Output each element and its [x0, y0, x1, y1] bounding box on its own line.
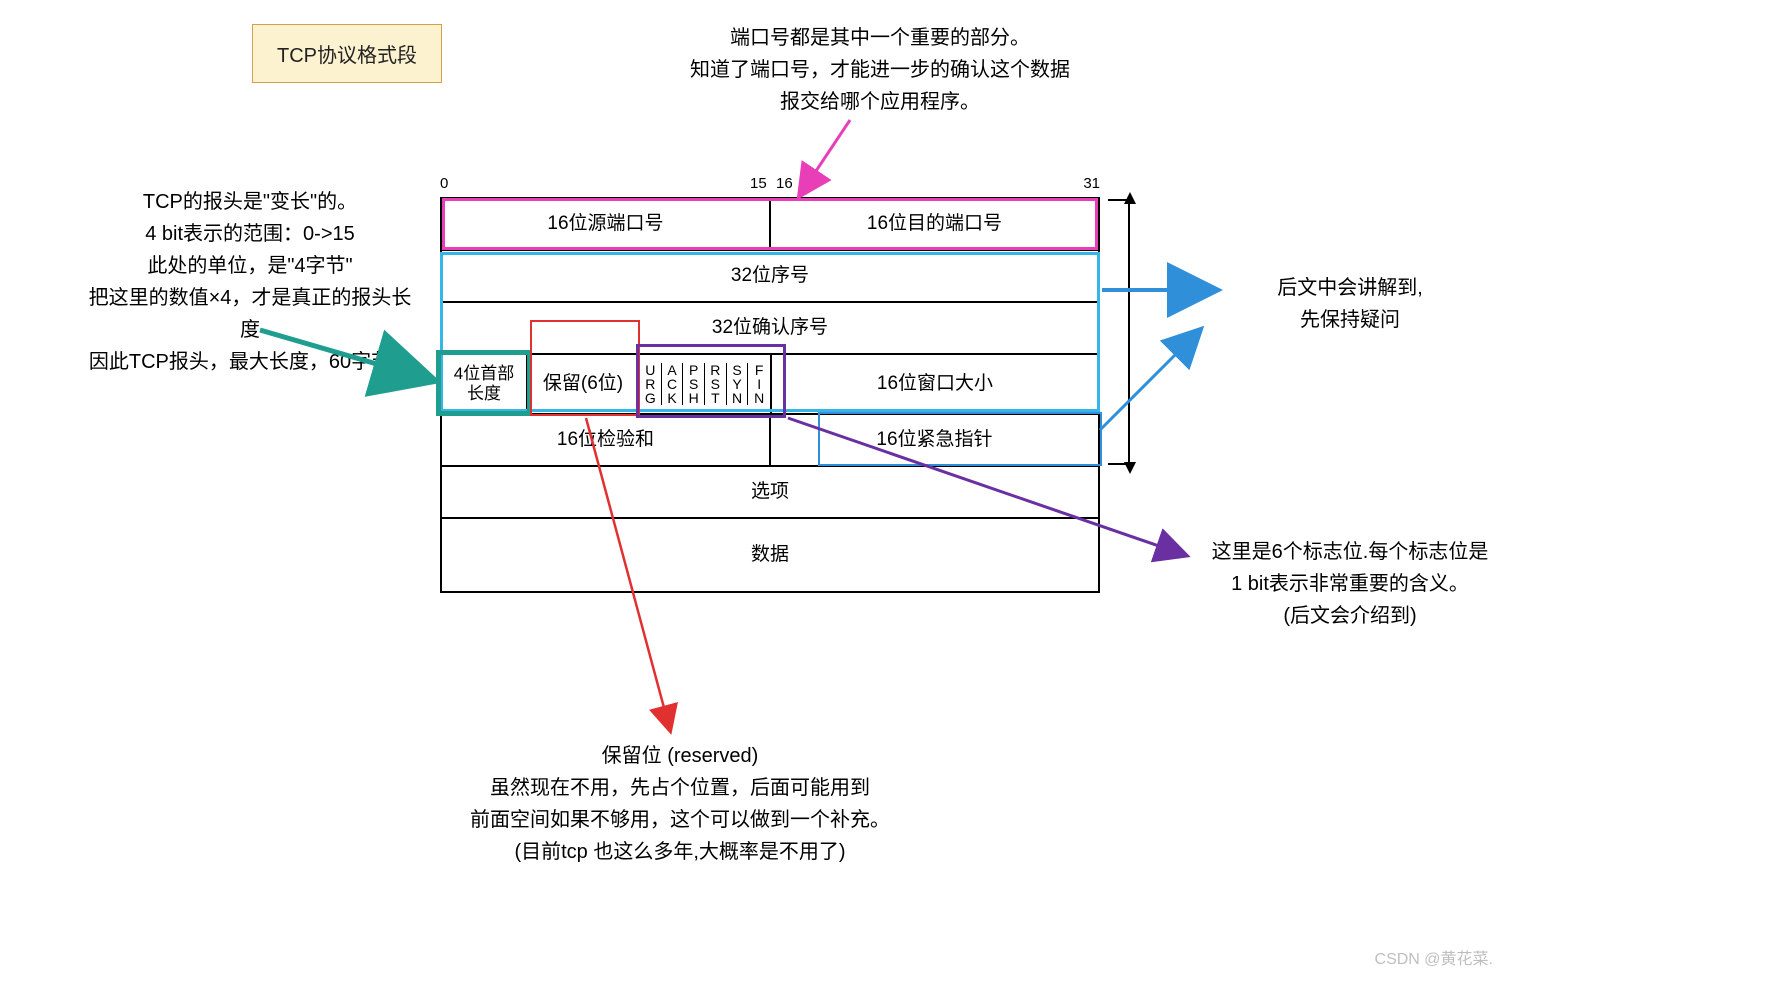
- cell-dst-port: 16位目的端口号: [771, 199, 1098, 249]
- packet-grid: 16位源端口号 16位目的端口号 32位序号 32位确认序号 4位首部长度 保留…: [440, 197, 1100, 593]
- cell-checksum: 16位检验和: [442, 415, 771, 465]
- ruler-16: 16: [776, 175, 793, 192]
- row-flags: 4位首部长度 保留(6位) URG ACK PSH RST SYN FIN 16…: [442, 355, 1098, 415]
- ruler-15: 15: [750, 175, 767, 192]
- cell-ack: 32位确认序号: [442, 303, 1098, 353]
- cell-reserved: 保留(6位): [528, 355, 640, 413]
- watermark: CSDN @黄花菜.: [1375, 945, 1493, 969]
- cell-window: 16位窗口大小: [772, 355, 1098, 413]
- cell-flags: URG ACK PSH RST SYN FIN: [640, 355, 772, 413]
- flag-rst: RST: [705, 363, 727, 405]
- flag-psh: PSH: [683, 363, 705, 405]
- note-top: 端口号都是其中一个重要的部分。知道了端口号，才能进一步的确认这个数据报交给哪个应…: [620, 22, 1140, 118]
- title-text: TCP协议格式段: [277, 45, 417, 67]
- row-check: 16位检验和 16位紧急指针: [442, 415, 1098, 467]
- ruler-31: 31: [1083, 175, 1100, 192]
- row-data: 数据: [442, 519, 1098, 591]
- bracket-arrow-top: [1124, 192, 1136, 204]
- ruler-0: 0: [440, 175, 448, 192]
- cell-options: 选项: [442, 467, 1098, 517]
- note-right-seq: 后文中会讲解到,先保持疑问: [1220, 272, 1480, 336]
- flag-syn: SYN: [727, 363, 749, 405]
- note-right-flags: 这里是6个标志位.每个标志位是1 bit表示非常重要的含义。(后文会介绍到): [1190, 536, 1510, 632]
- note-bottom: 保留位 (reserved)虽然现在不用，先占个位置，后面可能用到前面空间如果不…: [400, 740, 960, 868]
- flag-fin: FIN: [748, 363, 770, 405]
- row-seq: 32位序号: [442, 251, 1098, 303]
- header-bracket: [1108, 199, 1130, 465]
- title-box: TCP协议格式段: [252, 24, 442, 83]
- tcp-header-diagram: 0 15 16 31 16位源端口号 16位目的端口号 32位序号 32位确认序…: [440, 175, 1100, 593]
- note-left: TCP的报头是"变长"的。4 bit表示的范围：0->15此处的单位，是"4字节…: [80, 186, 420, 378]
- row-ports: 16位源端口号 16位目的端口号: [442, 199, 1098, 251]
- row-ack: 32位确认序号: [442, 303, 1098, 355]
- cell-hlen: 4位首部长度: [442, 355, 528, 413]
- cell-src-port: 16位源端口号: [442, 199, 771, 249]
- bit-ruler: 0 15 16 31: [440, 175, 1100, 197]
- bracket-arrow-bot: [1124, 462, 1136, 474]
- cell-urgptr: 16位紧急指针: [771, 415, 1098, 465]
- cell-data: 数据: [442, 519, 1098, 591]
- flag-urg: URG: [640, 363, 662, 405]
- row-options: 选项: [442, 467, 1098, 519]
- flag-ack: ACK: [662, 363, 684, 405]
- cell-seq: 32位序号: [442, 251, 1098, 301]
